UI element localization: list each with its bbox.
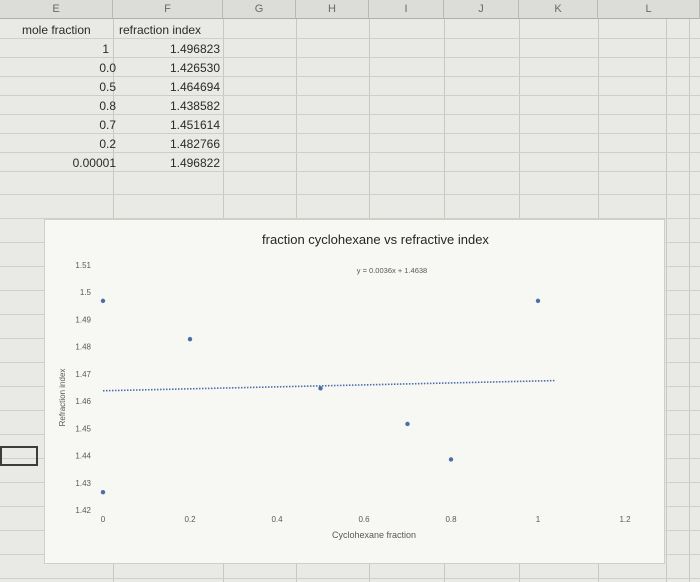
grid-line xyxy=(0,171,700,172)
y-tick-label: 1.45 xyxy=(75,424,91,433)
selected-cell[interactable] xyxy=(0,446,38,466)
grid-line xyxy=(0,218,700,219)
grid-line xyxy=(0,578,700,579)
table-cell[interactable]: 0.0 xyxy=(99,61,116,75)
data-point xyxy=(100,490,106,495)
x-axis-title: Cyclohexane fraction xyxy=(332,530,416,540)
x-tick-label: 0.6 xyxy=(358,515,370,524)
column-label: K xyxy=(554,3,562,15)
table-cell[interactable]: 1 xyxy=(102,42,109,56)
column-header-g[interactable]: G xyxy=(223,0,296,19)
y-tick-label: 1.49 xyxy=(75,315,91,324)
grid-line xyxy=(0,95,700,96)
column-label: G xyxy=(254,3,264,15)
column-label: L xyxy=(645,3,652,15)
table-cell[interactable]: 0.2 xyxy=(99,137,116,151)
table-cell[interactable]: 1.496823 xyxy=(169,42,220,56)
x-tick-label: 1.2 xyxy=(619,515,631,524)
x-tick-label: 0.4 xyxy=(271,515,283,524)
table-cell[interactable]: 1.482766 xyxy=(169,137,220,151)
column-label: E xyxy=(52,3,60,15)
table-cell[interactable]: 0.7 xyxy=(99,118,116,132)
column-header-l[interactable]: L xyxy=(598,0,700,19)
y-axis-title: Refraction index xyxy=(58,369,67,427)
plot-area: 1.42 1.43 1.44 1.45 1.46 1.47 1.48 1.49 1.5 1.51 0… xyxy=(58,261,631,540)
grid-line xyxy=(0,114,700,115)
data-point xyxy=(318,386,323,391)
column-header-f[interactable]: F xyxy=(113,0,223,19)
data-point xyxy=(405,421,410,427)
table-cell[interactable]: 1.438582 xyxy=(169,99,220,113)
grid-line xyxy=(0,152,700,153)
column-header-e[interactable]: E xyxy=(0,0,113,19)
column-label: I xyxy=(404,3,408,15)
y-tick-label: 1.5 xyxy=(80,288,92,297)
table-cell[interactable]: 1.426530 xyxy=(169,61,220,75)
column-header-i[interactable]: I xyxy=(369,0,444,19)
grid-line xyxy=(0,133,700,134)
grid-line xyxy=(0,76,700,77)
y-tick-label: 1.42 xyxy=(75,506,91,515)
header-cell-mole-fraction[interactable]: mole fraction xyxy=(22,23,91,37)
y-tick-label: 1.46 xyxy=(75,397,91,406)
grid-line xyxy=(0,194,700,195)
table-cell[interactable]: 1.451614 xyxy=(169,118,220,132)
table-cell[interactable]: 0.8 xyxy=(99,99,116,113)
table-cell[interactable]: 1.496822 xyxy=(169,156,220,170)
x-tick-label: 0 xyxy=(101,515,106,524)
trendline xyxy=(102,379,556,392)
column-label: F xyxy=(164,3,171,15)
column-label: H xyxy=(328,3,336,15)
trendline-equation: y = 0.0036x + 1.4638 xyxy=(357,266,427,275)
data-point xyxy=(448,457,454,462)
scatter-chart[interactable]: fraction cyclohexane vs refractive index… xyxy=(44,219,665,564)
grid-line xyxy=(0,57,700,58)
x-tick-label: 0.2 xyxy=(184,515,196,524)
y-tick-label: 1.51 xyxy=(75,261,91,270)
x-tick-label: 0.8 xyxy=(445,515,457,524)
x-tick-label: 1 xyxy=(536,515,541,524)
y-tick-label: 1.44 xyxy=(75,452,91,461)
table-cell[interactable]: 1.464694 xyxy=(169,80,220,94)
column-label: J xyxy=(478,3,484,15)
grid-line xyxy=(689,19,690,582)
grid-line xyxy=(0,38,700,39)
table-cell[interactable]: 0.5 xyxy=(99,80,116,94)
grid-line xyxy=(666,19,667,582)
table-cell[interactable]: 0.00001 xyxy=(72,156,116,170)
y-tick-label: 1.47 xyxy=(75,370,91,379)
header-cell-refraction-index[interactable]: refraction index xyxy=(119,23,202,37)
y-tick-label: 1.48 xyxy=(75,343,91,352)
chart-title: fraction cyclohexane vs refractive index xyxy=(262,232,489,247)
data-point xyxy=(535,298,541,304)
data-point xyxy=(100,298,106,304)
column-header-j[interactable]: J xyxy=(444,0,519,19)
column-header-k[interactable]: K xyxy=(519,0,598,19)
column-header-h[interactable]: H xyxy=(296,0,369,19)
y-tick-label: 1.43 xyxy=(75,479,91,488)
data-point xyxy=(187,336,193,342)
